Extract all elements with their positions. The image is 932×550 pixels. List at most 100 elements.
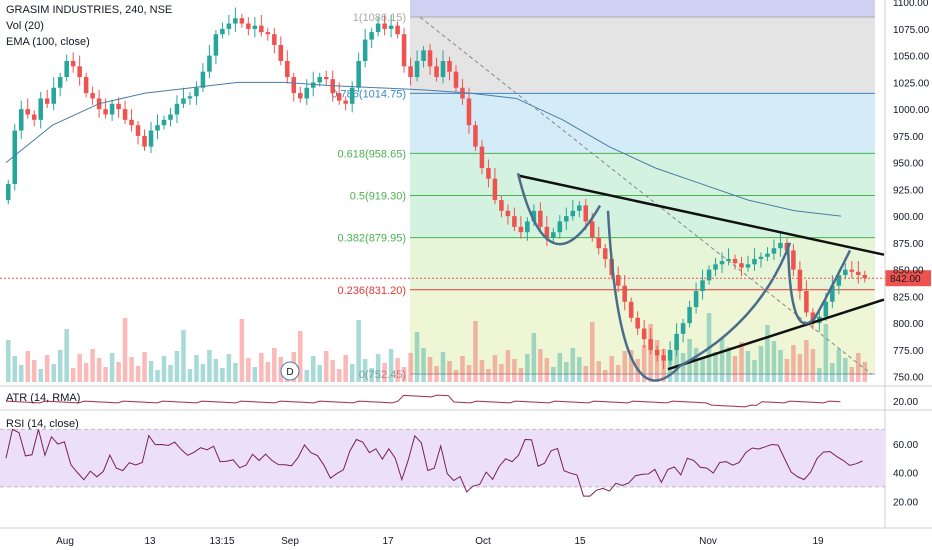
volume-bar (323, 351, 329, 382)
candle (213, 34, 219, 56)
volume-bar (317, 365, 323, 382)
header-ema: EMA (100, close) (6, 36, 90, 48)
candle (830, 285, 835, 302)
candle (252, 25, 258, 29)
candle (168, 114, 173, 120)
candle (615, 274, 621, 286)
volume-bar (589, 322, 595, 382)
volume-bar (129, 357, 134, 382)
volume-bar (551, 367, 556, 382)
volume-bar (615, 365, 621, 382)
volume-bar (200, 364, 206, 382)
candle (836, 274, 842, 286)
price-tick-label: 1100.00 (893, 0, 929, 9)
price-tick-label: 925.00 (893, 185, 924, 196)
candle (70, 60, 76, 67)
volume-bar (622, 351, 627, 382)
fib-trend-line (419, 16, 873, 375)
candle (194, 87, 199, 97)
candle (161, 119, 167, 126)
fib-zone (410, 237, 875, 290)
pattern-curve (786, 242, 852, 325)
candle (771, 248, 777, 254)
volume-bar (382, 363, 387, 382)
volume-bar (518, 368, 524, 382)
candle (538, 210, 543, 227)
volume-bar (194, 355, 199, 382)
candle (304, 87, 310, 99)
candle (602, 248, 608, 259)
volume-bar (732, 356, 738, 382)
candle (109, 103, 115, 115)
volume-bar (181, 330, 186, 382)
candle (18, 109, 24, 131)
candle (589, 221, 595, 238)
candle (577, 205, 582, 211)
volume-bar (700, 357, 705, 382)
candle (440, 60, 446, 78)
candle (375, 23, 381, 33)
atr-label: ATR (14, RMA) (6, 392, 81, 404)
volume-bar (375, 354, 381, 382)
candle (129, 119, 134, 126)
volume-bar (849, 367, 855, 382)
volume-bar (486, 369, 491, 382)
candle (492, 178, 498, 201)
volume-bar (609, 356, 614, 382)
volume-bar (343, 355, 348, 382)
candle (31, 114, 37, 120)
volume-bar (31, 360, 37, 382)
candle (680, 323, 686, 334)
volume-bar (64, 329, 69, 382)
candle (693, 291, 699, 308)
candle (713, 264, 718, 270)
header-symbol: GRASIM INDUSTRIES, 240, NSE (6, 4, 173, 16)
rsi-tick-label: 20.00 (893, 497, 918, 508)
ema-line (5, 81, 842, 217)
volume-bar (70, 368, 76, 382)
volume-bar (791, 345, 796, 382)
price-tick-label: 850.00 (893, 266, 924, 277)
volume-bar (349, 364, 355, 382)
volume-bar (51, 364, 56, 382)
candle (460, 87, 465, 99)
candle (544, 226, 550, 238)
atr-line (5, 394, 841, 408)
candle (349, 87, 355, 104)
fib-label: 0.786(1014.75) (331, 88, 406, 100)
candle (51, 87, 56, 104)
volume-bar (693, 348, 699, 382)
fib-zone (410, 0, 875, 17)
volume-bar (220, 368, 225, 382)
volume-bar (596, 361, 602, 382)
price-tick-label: 875.00 (893, 239, 924, 250)
volume-bar (538, 349, 543, 382)
volume-bar (77, 354, 82, 382)
volume-bar (109, 353, 115, 382)
candle (473, 125, 478, 147)
candle (122, 109, 128, 120)
volume-bar (453, 370, 459, 382)
volume-bar (713, 352, 718, 382)
volume-bar (856, 353, 861, 382)
volume-bar (797, 354, 803, 382)
candle (233, 18, 238, 24)
volume-bar (6, 340, 11, 382)
candle (421, 50, 426, 61)
rsi-band (0, 429, 885, 487)
volume-bar (434, 366, 439, 382)
candle (135, 125, 141, 136)
price-tick-label: 950.00 (893, 159, 924, 170)
candle (791, 250, 796, 270)
candle (745, 264, 751, 268)
volume-bar (57, 350, 63, 382)
candle (434, 66, 439, 78)
price-tick-label: 750.00 (893, 373, 924, 384)
volume-bar (577, 357, 582, 382)
candle (265, 32, 271, 35)
volume-bar (719, 338, 725, 382)
time-tick-label: 13 (144, 536, 156, 547)
rsi-tick-label: 40.00 (893, 469, 918, 480)
volume-bar (44, 355, 50, 382)
